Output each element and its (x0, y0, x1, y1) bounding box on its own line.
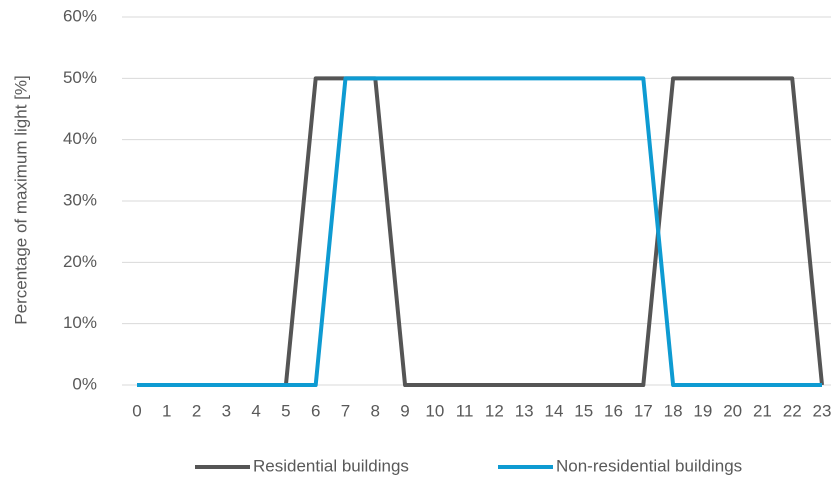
x-tick-label: 6 (311, 401, 320, 420)
x-tick-label: 12 (485, 401, 504, 420)
legend-label: Residential buildings (253, 456, 409, 475)
x-tick-label: 1 (162, 401, 171, 420)
x-tick-label: 23 (813, 401, 831, 420)
x-tick-label: 15 (574, 401, 593, 420)
x-tick-label: 18 (664, 401, 683, 420)
x-tick-label: 14 (544, 401, 563, 420)
x-tick-label: 21 (753, 401, 772, 420)
x-tick-label: 19 (693, 401, 712, 420)
x-tick-label: 10 (425, 401, 444, 420)
legend-label: Non-residential buildings (556, 456, 742, 475)
y-tick-label: 50% (63, 68, 97, 87)
y-tick-label: 30% (63, 190, 97, 209)
x-tick-label: 4 (251, 401, 260, 420)
x-tick-label: 9 (400, 401, 409, 420)
y-tick-label: 10% (63, 313, 97, 332)
y-tick-label: 60% (63, 6, 97, 25)
y-tick-label: 20% (63, 252, 97, 271)
y-axis-label: Percentage of maximum light [%] (11, 75, 30, 324)
y-tick-label: 40% (63, 129, 97, 148)
x-tick-label: 5 (281, 401, 290, 420)
x-tick-label: 13 (515, 401, 534, 420)
x-tick-label: 11 (456, 401, 474, 420)
x-tick-label: 17 (634, 401, 653, 420)
series-line (137, 76, 822, 387)
y-tick-label: 0% (72, 374, 97, 393)
x-tick-label: 16 (604, 401, 623, 420)
x-tick-label: 3 (222, 401, 231, 420)
x-tick-label: 8 (371, 401, 380, 420)
x-tick-label: 22 (783, 401, 802, 420)
x-tick-label: 0 (132, 401, 141, 420)
series-line (137, 76, 824, 387)
x-tick-label: 20 (723, 401, 742, 420)
x-tick-label: 2 (192, 401, 201, 420)
x-tick-label: 7 (341, 401, 350, 420)
